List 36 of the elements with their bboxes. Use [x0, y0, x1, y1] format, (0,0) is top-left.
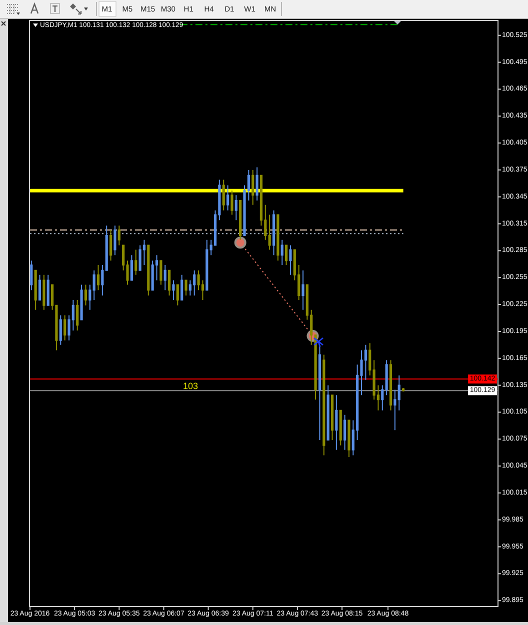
candlestick	[402, 387, 405, 392]
candlestick	[268, 214, 271, 250]
annotation: 103	[183, 381, 198, 391]
candlestick	[118, 225, 120, 246]
candlestick	[109, 230, 112, 262]
candlestick	[348, 420, 350, 458]
candlestick	[222, 179, 225, 211]
candlestick	[84, 284, 88, 306]
candlestick	[80, 284, 83, 320]
candlestick	[289, 244, 292, 276]
candlestick	[88, 284, 92, 310]
candlestick	[134, 249, 138, 276]
candlestick	[172, 280, 175, 301]
candlestick	[343, 414, 346, 450]
candlestick	[101, 264, 104, 296]
candlestick	[335, 394, 338, 450]
candlestick	[234, 194, 238, 221]
candlestick	[302, 270, 304, 310]
candlestick	[96, 264, 100, 291]
candlestick	[280, 239, 284, 266]
candlestick	[252, 169, 254, 206]
candlestick	[164, 264, 166, 291]
candlestick	[230, 190, 234, 216]
candlestick	[92, 270, 96, 301]
candlestick	[64, 314, 66, 341]
candlestick	[226, 184, 230, 211]
candlestick	[256, 166, 258, 201]
candlestick	[114, 225, 116, 256]
candlestick	[184, 280, 188, 296]
candlestick	[76, 300, 79, 332]
candlestick	[381, 384, 384, 411]
candlestick	[394, 389, 396, 431]
candlestick	[398, 374, 400, 411]
candlestick	[30, 260, 33, 291]
candlestick	[193, 270, 196, 296]
candlestick	[318, 344, 322, 441]
